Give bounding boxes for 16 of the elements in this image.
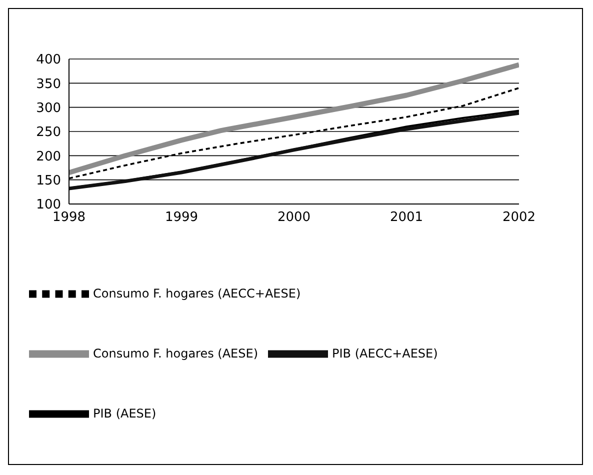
legend-label: Consumo F. hogares (AESE) bbox=[93, 346, 258, 360]
y-tick-label: 350 bbox=[36, 76, 61, 92]
x-tick-label: 1998 bbox=[52, 210, 86, 226]
y-tick-label: 200 bbox=[36, 149, 61, 164]
x-tick-label: 2000 bbox=[277, 210, 311, 226]
x-tick-label: 2002 bbox=[502, 210, 536, 226]
legend-label: PIB (AECC+AESE) bbox=[332, 346, 438, 360]
y-tick-label: 400 bbox=[36, 52, 61, 68]
y-tick-label: 250 bbox=[36, 125, 61, 140]
x-tick-label: 2001 bbox=[390, 210, 424, 226]
legend-label: Consumo F. hogares (AECC+AESE) bbox=[93, 286, 301, 300]
legend-label: PIB (AESE) bbox=[93, 406, 156, 420]
y-tick-label: 300 bbox=[36, 100, 61, 116]
x-tick-label: 1999 bbox=[164, 210, 198, 226]
y-tick-label: 100 bbox=[36, 198, 61, 213]
y-tick-label: 150 bbox=[36, 173, 61, 188]
